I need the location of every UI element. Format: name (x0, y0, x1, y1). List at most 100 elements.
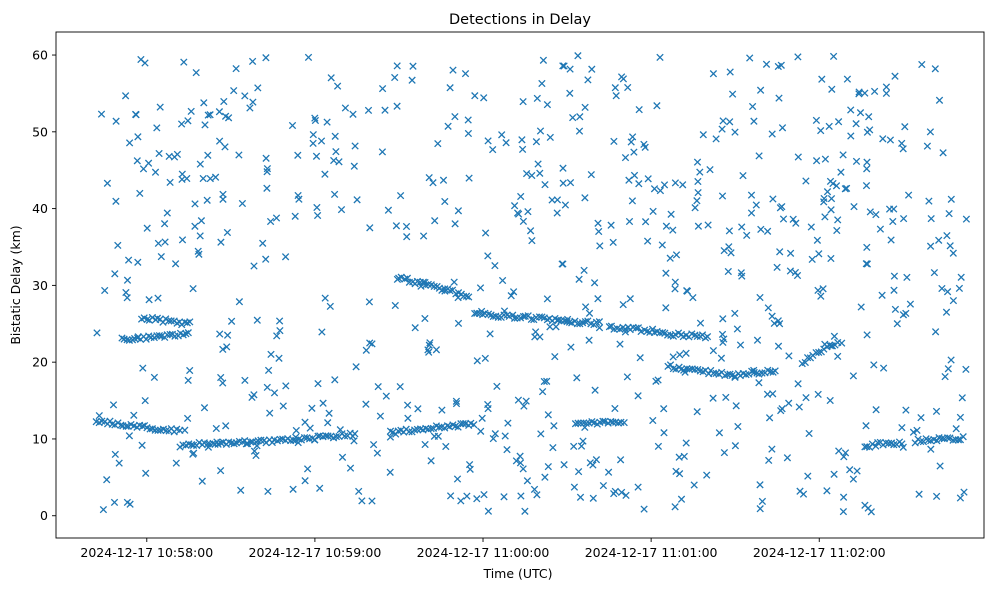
x-tick-label: 2024-12-17 11:00:00 (417, 545, 550, 560)
detection-marker (626, 295, 634, 303)
detection-marker (611, 404, 619, 413)
track-marker (580, 419, 588, 427)
detection-marker (592, 456, 601, 464)
detection-marker (566, 65, 574, 73)
x-tick-label: 2024-12-17 10:58:00 (80, 545, 213, 560)
detection-marker (264, 487, 272, 496)
detection-marker (644, 175, 652, 183)
detection-marker (879, 135, 887, 143)
detection-marker (693, 158, 702, 166)
track-marker (946, 434, 954, 442)
detection-marker (321, 170, 329, 178)
track-marker (435, 423, 443, 431)
detection-marker (863, 243, 871, 252)
track-marker (882, 439, 890, 447)
detection-marker (486, 330, 494, 338)
detection-marker (155, 149, 163, 158)
detection-marker (682, 349, 690, 357)
detection-marker (446, 492, 455, 500)
detection-marker (309, 139, 317, 148)
detection-marker (719, 315, 727, 323)
detection-marker (635, 105, 643, 114)
detection-marker (785, 399, 793, 407)
track-marker (211, 440, 219, 448)
detection-marker (882, 83, 891, 91)
track-marker (750, 368, 758, 377)
detection-marker (477, 427, 485, 435)
detection-marker (197, 217, 206, 225)
detection-marker (828, 85, 836, 93)
detection-marker (101, 286, 109, 295)
detection-marker (829, 52, 838, 61)
detection-marker (864, 504, 872, 512)
track-marker (351, 430, 359, 438)
detection-marker (709, 346, 718, 355)
detection-marker (927, 214, 935, 223)
detection-marker (457, 497, 465, 505)
detection-marker (902, 406, 910, 414)
detection-marker (943, 288, 952, 296)
detection-marker (799, 490, 808, 498)
detection-marker (198, 477, 206, 485)
detection-marker (250, 447, 259, 455)
detection-marker (183, 414, 192, 423)
detection-marker (671, 179, 680, 187)
detection-marker (522, 169, 531, 178)
detection-marker (672, 251, 681, 259)
detection-marker (154, 239, 163, 248)
detection-marker (253, 316, 261, 324)
x-axis: 2024-12-17 10:58:00 2024-12-17 10:59:00 20… (80, 538, 886, 560)
detection-marker (610, 137, 618, 146)
detection-marker (706, 165, 714, 174)
detection-marker (133, 157, 141, 165)
track-marker (933, 437, 941, 445)
detection-marker (814, 286, 822, 295)
track-marker (703, 332, 712, 341)
detection-marker (604, 468, 613, 476)
detection-marker (331, 132, 339, 140)
detection-marker (317, 137, 326, 145)
detection-marker (866, 208, 874, 216)
detection-marker (519, 97, 527, 106)
detection-marker (855, 90, 863, 98)
detection-marker (635, 180, 643, 188)
detection-marker (847, 132, 855, 140)
detection-marker (577, 442, 586, 450)
detection-marker (184, 376, 192, 385)
detection-marker (523, 477, 532, 485)
detection-marker (656, 53, 664, 62)
detection-marker (913, 426, 921, 435)
detection-marker (930, 268, 939, 277)
detection-marker (808, 255, 816, 264)
detection-marker (776, 248, 784, 256)
detection-marker (481, 354, 489, 363)
detection-marker (530, 485, 539, 494)
detection-marker (425, 173, 433, 182)
track-marker (167, 317, 175, 325)
detection-marker (731, 442, 740, 450)
detection-marker (591, 386, 599, 394)
detection-marker (489, 145, 497, 154)
detection-marker (947, 195, 955, 203)
detection-marker (779, 215, 788, 223)
detection-marker (200, 404, 209, 412)
detection-marker (539, 56, 548, 64)
detection-marker (660, 181, 669, 189)
detection-marker (411, 324, 419, 332)
track-marker (430, 282, 438, 291)
track-marker (620, 418, 628, 427)
detection-marker (703, 471, 711, 479)
detection-marker (814, 390, 822, 399)
detection-marker (171, 260, 180, 268)
detection-marker (756, 293, 764, 302)
detection-marker (942, 308, 951, 316)
detection-marker (125, 432, 134, 440)
detection-marker (709, 394, 717, 402)
detection-marker (538, 79, 546, 88)
x-tick-label: 2024-12-17 10:59:00 (249, 545, 382, 560)
detection-marker (669, 353, 677, 361)
detection-marker (216, 466, 225, 475)
detection-marker (939, 149, 947, 157)
track-marker (605, 323, 614, 331)
detection-marker (584, 76, 592, 84)
